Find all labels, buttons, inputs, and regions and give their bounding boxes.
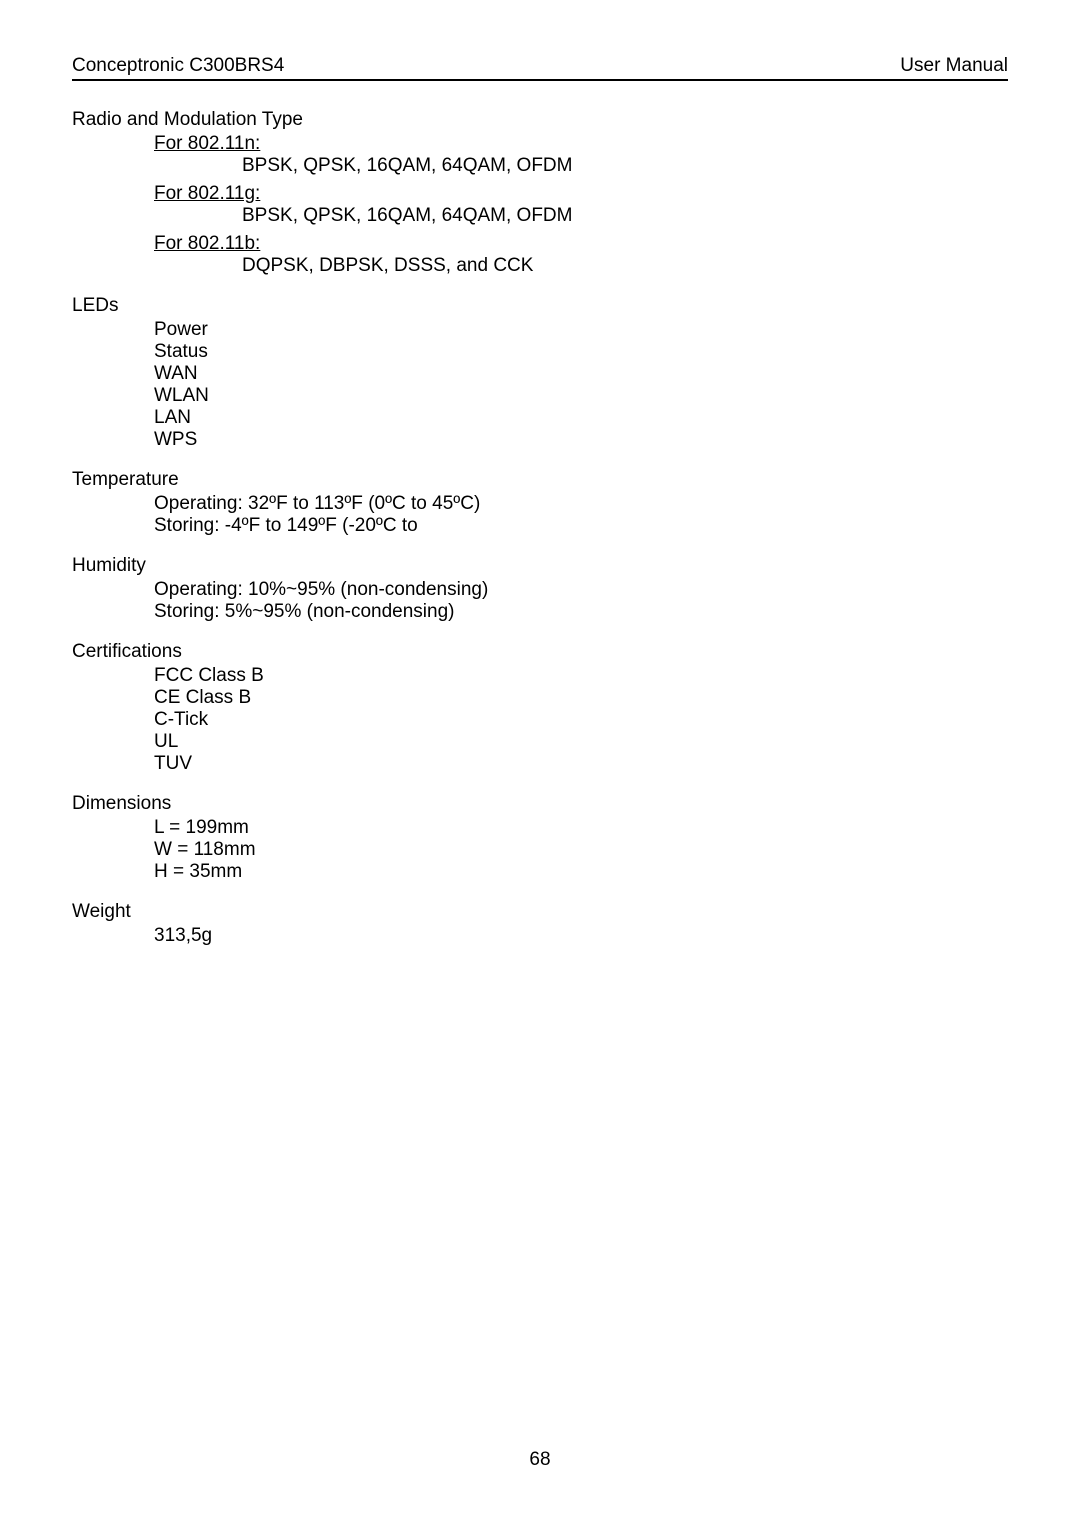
temperature-item: Operating: 32ºF to 113ºF (0ºC to 45ºC) bbox=[154, 493, 1008, 515]
header-left: Conceptronic C300BRS4 bbox=[72, 55, 284, 77]
certification-item: UL bbox=[154, 731, 1008, 753]
dimension-item: H = 35mm bbox=[154, 861, 1008, 883]
humidity-item: Operating: 10%~95% (non-condensing) bbox=[154, 579, 1008, 601]
section-heading-temperature: Temperature bbox=[72, 469, 1008, 491]
led-item: WPS bbox=[154, 429, 1008, 451]
section-heading-radio: Radio and Modulation Type bbox=[72, 109, 1008, 131]
certification-item: CE Class B bbox=[154, 687, 1008, 709]
section-heading-humidity: Humidity bbox=[72, 555, 1008, 577]
led-item: LAN bbox=[154, 407, 1008, 429]
radio-80211b-label: For 802.11b: bbox=[154, 233, 1008, 255]
section-weight: Weight 313,5g bbox=[72, 901, 1008, 947]
dimension-item: L = 199mm bbox=[154, 817, 1008, 839]
led-item: Power bbox=[154, 319, 1008, 341]
header-right: User Manual bbox=[900, 55, 1008, 77]
certification-item: TUV bbox=[154, 753, 1008, 775]
certification-item: C-Tick bbox=[154, 709, 1008, 731]
section-dimensions: Dimensions L = 199mm W = 118mm H = 35mm bbox=[72, 793, 1008, 883]
section-radio: Radio and Modulation Type For 802.11n: B… bbox=[72, 109, 1008, 277]
radio-80211n-value: BPSK, QPSK, 16QAM, 64QAM, OFDM bbox=[242, 155, 1008, 177]
section-heading-leds: LEDs bbox=[72, 295, 1008, 317]
page-header: Conceptronic C300BRS4 User Manual bbox=[72, 55, 1008, 81]
led-item: Status bbox=[154, 341, 1008, 363]
radio-80211b-value: DQPSK, DBPSK, DSSS, and CCK bbox=[242, 255, 1008, 277]
radio-80211g-label: For 802.11g: bbox=[154, 183, 1008, 205]
radio-80211g-value: BPSK, QPSK, 16QAM, 64QAM, OFDM bbox=[242, 205, 1008, 227]
radio-80211n-label: For 802.11n: bbox=[154, 133, 1008, 155]
section-leds: LEDs Power Status WAN WLAN LAN WPS bbox=[72, 295, 1008, 451]
temperature-item: Storing: -4ºF to 149ºF (-20ºC to bbox=[154, 515, 1008, 537]
humidity-item: Storing: 5%~95% (non-condensing) bbox=[154, 601, 1008, 623]
section-heading-weight: Weight bbox=[72, 901, 1008, 923]
section-heading-dimensions: Dimensions bbox=[72, 793, 1008, 815]
led-item: WAN bbox=[154, 363, 1008, 385]
weight-item: 313,5g bbox=[154, 925, 1008, 947]
dimension-item: W = 118mm bbox=[154, 839, 1008, 861]
led-item: WLAN bbox=[154, 385, 1008, 407]
section-humidity: Humidity Operating: 10%~95% (non-condens… bbox=[72, 555, 1008, 623]
manual-page: Conceptronic C300BRS4 User Manual Radio … bbox=[0, 0, 1080, 1526]
certification-item: FCC Class B bbox=[154, 665, 1008, 687]
section-temperature: Temperature Operating: 32ºF to 113ºF (0º… bbox=[72, 469, 1008, 537]
page-number: 68 bbox=[0, 1449, 1080, 1471]
section-heading-certifications: Certifications bbox=[72, 641, 1008, 663]
section-certifications: Certifications FCC Class B CE Class B C-… bbox=[72, 641, 1008, 775]
